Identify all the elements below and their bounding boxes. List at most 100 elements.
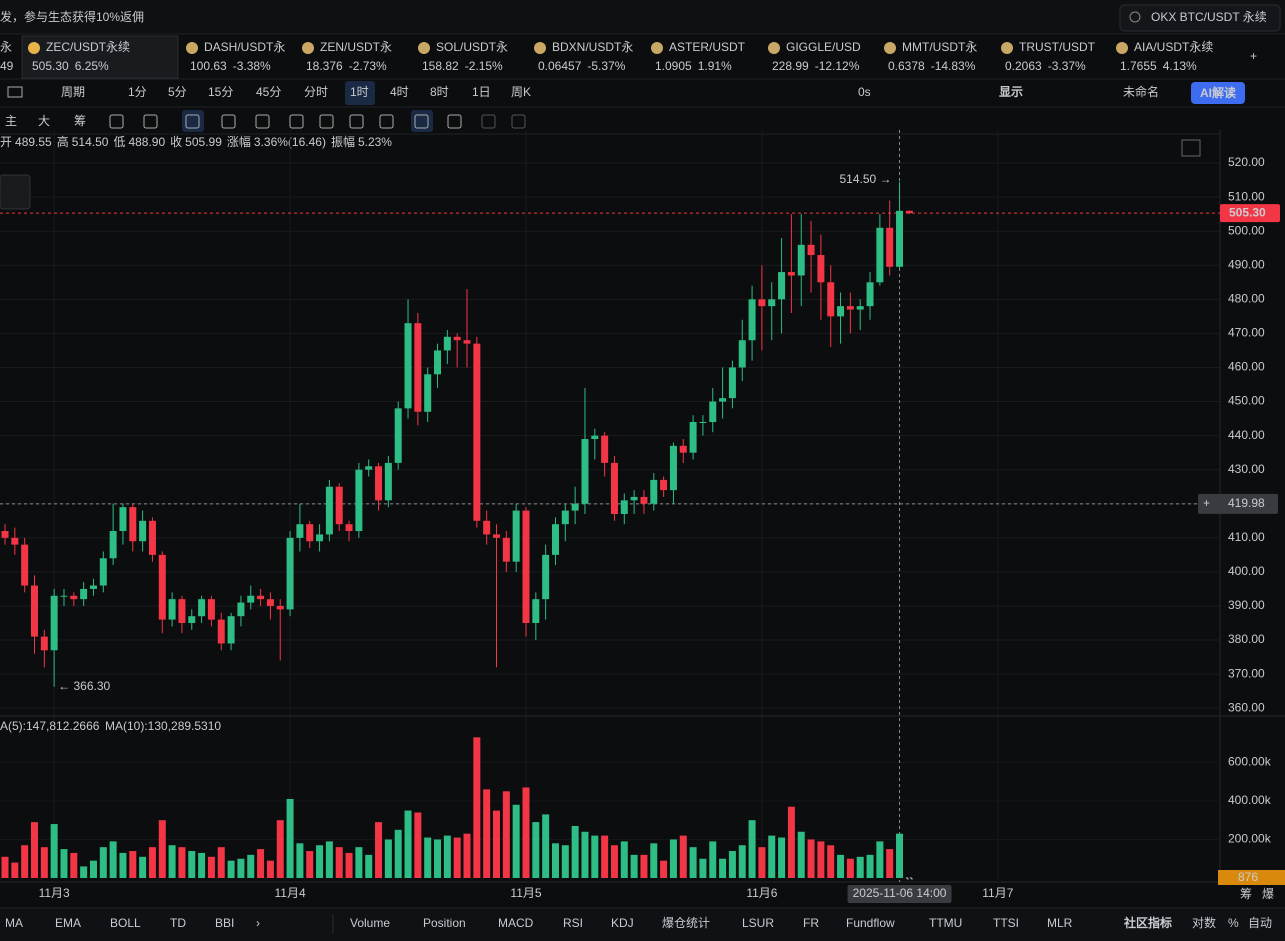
indicator-tab[interactable]: TD	[170, 916, 186, 930]
tool-icon[interactable]	[349, 114, 364, 129]
interval-button[interactable]: 8时	[430, 85, 449, 99]
candle-body	[561, 510, 569, 525]
ticker-name[interactable]: TRUST/USDT	[1019, 40, 1096, 54]
indicator-tab[interactable]: FR	[803, 916, 819, 930]
tool-button[interactable]: 大	[38, 114, 50, 128]
candle-body	[1, 531, 9, 538]
search-box[interactable]	[1119, 4, 1281, 32]
ticker-price: 1.0905	[655, 59, 692, 73]
candle-body	[640, 496, 648, 504]
tool-icon[interactable]	[255, 114, 270, 129]
layout-name[interactable]: 未命名	[1123, 84, 1159, 99]
candle-body	[728, 367, 736, 399]
indicator-tab[interactable]: BBI	[215, 916, 234, 930]
ticker-change: -2.73%	[349, 59, 387, 73]
indicator-tab[interactable]: Fundflow	[846, 916, 895, 930]
volume-bar	[778, 837, 786, 878]
interval-button[interactable]: 15分	[208, 85, 233, 99]
ticker-name[interactable]: ASTER/USDT	[669, 40, 746, 54]
indicator-option[interactable]: 自动	[1248, 916, 1272, 930]
volume-bar	[355, 847, 363, 878]
interval-button[interactable]: 5分	[168, 85, 187, 99]
indicator-tab[interactable]: TTSI	[993, 916, 1019, 930]
ticker-price: 0.06457	[538, 59, 582, 73]
ai-button[interactable]: AI解读	[1200, 85, 1236, 100]
volume-bar	[748, 820, 756, 878]
interval-button[interactable]: 1日	[472, 85, 491, 99]
indicator-option[interactable]: 对数	[1192, 915, 1216, 930]
add-tab[interactable]: +	[1250, 49, 1257, 63]
candle-body	[493, 534, 500, 538]
side-handle[interactable]	[0, 174, 31, 210]
interval-button[interactable]: 4时	[390, 85, 409, 99]
candle-body	[502, 537, 510, 562]
interval-button[interactable]: 分时	[304, 85, 328, 99]
candle-body	[158, 554, 166, 620]
ticker-change: -2.15%	[465, 59, 503, 73]
tool-icon[interactable]	[511, 114, 526, 129]
indicator-option[interactable]: 社区指标	[1123, 915, 1172, 930]
ticker-name[interactable]: ZEC/USDT永续	[46, 40, 130, 54]
tool-icon[interactable]	[481, 114, 496, 129]
indicator-tab[interactable]: LSUR	[742, 916, 774, 930]
fullscreen-icon[interactable]	[1181, 139, 1201, 157]
y-tick-label: 510.00	[1228, 189, 1265, 203]
indicator-tab[interactable]: Volume	[350, 916, 390, 930]
ticker-name[interactable]: GIGGLE/USD	[786, 40, 861, 54]
interval-button[interactable]: 1时	[350, 85, 369, 99]
tool-button[interactable]: 主	[5, 114, 17, 128]
candle-body	[306, 524, 314, 542]
interval-button[interactable]: 45分	[256, 85, 281, 99]
tool-icon[interactable]	[143, 114, 158, 129]
ticker-name[interactable]: AIA/USDT永续	[1134, 40, 1213, 54]
ticker-change: -3.38%	[233, 59, 271, 73]
candle-body	[876, 227, 884, 283]
indicator-tab[interactable]: MACD	[498, 916, 534, 930]
volume-bar	[640, 854, 648, 878]
period-menu[interactable]: 周期	[61, 85, 85, 99]
indicator-tab[interactable]: BOLL	[110, 916, 141, 930]
ai-button-bg[interactable]	[1191, 82, 1245, 104]
indicator-tab[interactable]: Position	[423, 916, 466, 930]
candle-body	[689, 421, 697, 453]
indicator-tab[interactable]: RSI	[563, 916, 583, 930]
ticker-name[interactable]: 永	[0, 40, 12, 54]
candle-body	[719, 398, 727, 402]
tool-icon[interactable]	[379, 114, 394, 129]
display-button[interactable]: 显示	[999, 85, 1023, 99]
ticker-name[interactable]: ZEN/USDT永	[320, 40, 392, 54]
tool-icon[interactable]	[289, 114, 304, 129]
tool-icon[interactable]	[414, 114, 429, 129]
volume-bar	[728, 851, 736, 878]
ticker-name[interactable]: DASH/USDT永	[204, 40, 285, 54]
indicator-tab[interactable]: KDJ	[611, 916, 634, 930]
indicator-option[interactable]: %	[1228, 916, 1239, 930]
candle-body	[827, 282, 835, 317]
tool-button[interactable]: 筹	[74, 114, 86, 128]
indicator-tab[interactable]: 爆仓统计	[662, 916, 710, 930]
ticker-name[interactable]: BDXN/USDT永	[552, 40, 633, 54]
axis-button[interactable]: 筹	[1240, 887, 1252, 901]
volume-bar	[345, 852, 353, 878]
volume-bar	[365, 854, 373, 878]
candle-body	[797, 244, 805, 276]
ticker-name[interactable]: SOL/USDT永	[436, 40, 508, 54]
ticker-name[interactable]: MMT/USDT永	[902, 40, 977, 54]
indicator-tab[interactable]: MA	[5, 916, 23, 930]
tool-icon[interactable]	[185, 114, 200, 129]
indicator-tab[interactable]: MLR	[1047, 916, 1073, 930]
volume-tick-label: 600.00k	[1228, 755, 1272, 769]
tabs-more: ›	[256, 916, 260, 930]
tool-icon[interactable]	[447, 114, 462, 129]
volume-bar	[198, 852, 206, 878]
indicator-tab[interactable]: TTMU	[929, 916, 962, 930]
tool-icon[interactable]	[221, 114, 236, 129]
interval-button[interactable]: 周K	[511, 85, 531, 99]
volume-bar	[188, 851, 196, 878]
interval-button[interactable]: 1分	[128, 85, 147, 99]
volume-bar	[375, 822, 383, 878]
tool-icon[interactable]	[319, 114, 334, 129]
tool-icon[interactable]	[109, 114, 124, 129]
indicator-tab[interactable]: EMA	[55, 916, 81, 930]
axis-button[interactable]: 爆	[1262, 887, 1274, 901]
